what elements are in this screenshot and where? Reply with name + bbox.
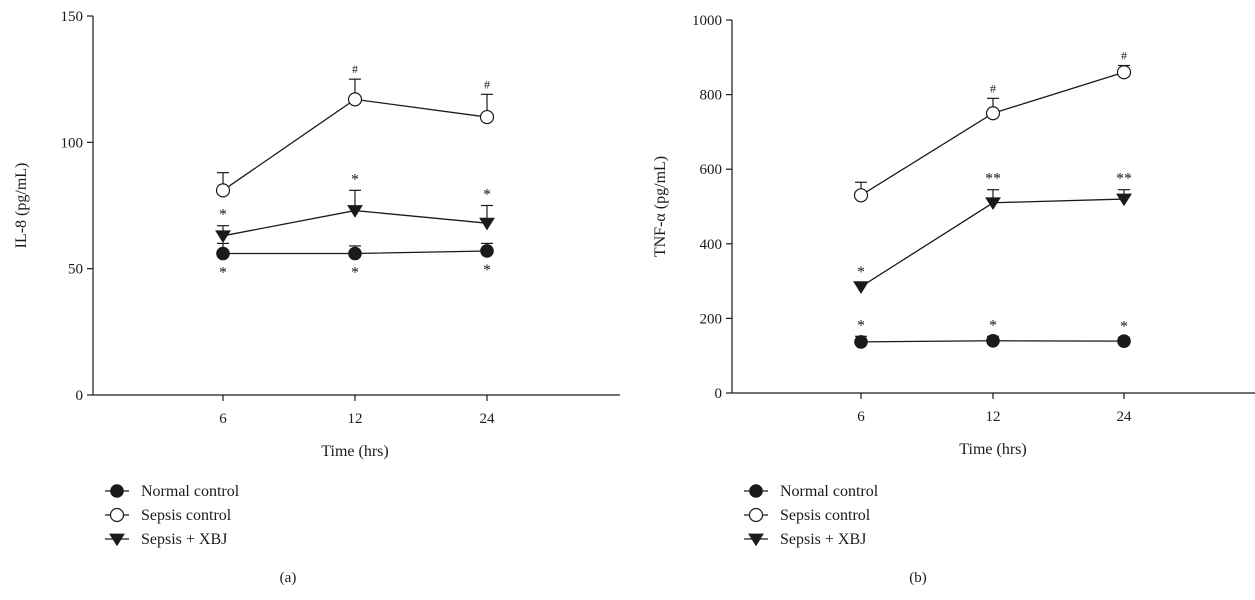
y-tick-label: 600 xyxy=(700,162,723,178)
legend-marker xyxy=(109,533,125,547)
legend-item: Sepsis + XBJ xyxy=(744,531,866,548)
legend-marker xyxy=(749,484,763,498)
legend-label: Normal control xyxy=(780,483,879,500)
legend-item: Sepsis + XBJ xyxy=(105,531,227,548)
significance-marker: ** xyxy=(985,171,1001,188)
series-line xyxy=(860,198,1125,288)
significance-marker: * xyxy=(857,317,865,334)
y-tick-label: 0 xyxy=(76,388,84,404)
panel-label: (b) xyxy=(909,570,927,586)
chart-panel-b: 0 200 400 600 800 1000 6 12 24 Time (hrs) TNF-α (p… xyxy=(652,13,1255,586)
data-point xyxy=(479,109,495,125)
significance-marker: # xyxy=(990,81,996,95)
series-sepsis-xbj: * * * xyxy=(215,171,495,244)
data-point xyxy=(986,333,1000,348)
legend-item: Sepsis control xyxy=(744,507,871,524)
legend-item: Normal control xyxy=(744,483,879,500)
significance-marker: * xyxy=(351,265,359,282)
series-normal-control: * * * xyxy=(216,242,494,282)
series-normal-control: * * * xyxy=(854,317,1131,349)
significance-marker: * xyxy=(857,264,865,281)
legend-label: Normal control xyxy=(141,483,240,500)
y-tick-label: 400 xyxy=(700,237,723,253)
y-tick-label: 800 xyxy=(700,88,723,104)
y-tick-label: 0 xyxy=(715,386,723,402)
legend-marker xyxy=(110,484,124,498)
significance-marker: * xyxy=(1120,318,1128,335)
significance-marker: # xyxy=(1121,49,1127,63)
data-point xyxy=(1116,65,1132,80)
x-tick-label: 24 xyxy=(1117,409,1133,425)
significance-marker: # xyxy=(352,62,358,76)
legend-item: Sepsis control xyxy=(105,507,232,524)
y-tick-label: 1000 xyxy=(692,13,722,29)
y-axis-label: TNF-α (pg/mL) xyxy=(652,156,669,257)
x-tick-label: 6 xyxy=(857,409,865,425)
data-point xyxy=(985,197,1001,211)
data-point xyxy=(479,217,495,231)
x-axis-label: Time (hrs) xyxy=(321,443,388,460)
significance-marker: * xyxy=(483,262,491,279)
series-sepsis-control: ## xyxy=(215,62,495,198)
y-tick-label: 100 xyxy=(61,135,84,151)
x-tick-label: 6 xyxy=(219,411,227,427)
legend-marker xyxy=(748,533,764,547)
legend-label: Sepsis control xyxy=(141,507,232,524)
data-point xyxy=(215,183,231,198)
panel-label: (a) xyxy=(280,570,297,586)
data-point xyxy=(347,92,363,107)
y-tick-label: 200 xyxy=(700,311,723,327)
y-axis-label: IL-8 (pg/mL) xyxy=(13,163,30,249)
significance-marker: * xyxy=(219,207,227,224)
legend: Normal control Sepsis control Sepsis + XBJ xyxy=(744,483,879,548)
data-point xyxy=(1116,193,1132,207)
significance-marker: * xyxy=(989,317,997,334)
data-point xyxy=(216,246,230,261)
legend-marker xyxy=(748,507,764,523)
significance-marker: * xyxy=(219,265,227,282)
significance-marker: * xyxy=(483,187,491,204)
data-point xyxy=(215,230,231,244)
legend-marker xyxy=(109,507,125,523)
x-tick-label: 24 xyxy=(480,411,496,427)
data-point xyxy=(1117,334,1131,348)
x-tick-label: 12 xyxy=(986,409,1001,425)
x-axis-label: Time (hrs) xyxy=(959,441,1026,458)
x-tick-label: 12 xyxy=(348,411,363,427)
legend: Normal control Sepsis control Sepsis + XBJ xyxy=(105,483,240,548)
legend-item: Normal control xyxy=(105,483,240,500)
significance-marker: ** xyxy=(1116,171,1132,188)
data-point xyxy=(480,244,494,258)
significance-marker: # xyxy=(484,77,490,91)
series-sepsis-control: ## xyxy=(853,49,1132,203)
data-point xyxy=(853,281,869,294)
data-point xyxy=(348,246,362,261)
legend-label: Sepsis + XBJ xyxy=(141,531,227,548)
y-tick-label: 50 xyxy=(68,262,83,278)
data-point xyxy=(854,335,868,349)
legend-label: Sepsis control xyxy=(780,507,871,524)
legend-label: Sepsis + XBJ xyxy=(780,531,866,548)
y-tick-label: 150 xyxy=(61,9,84,25)
series-sepsis-xbj: *** ** xyxy=(853,171,1132,294)
data-point xyxy=(985,106,1001,121)
data-point xyxy=(853,188,869,203)
data-point xyxy=(347,205,363,218)
significance-marker: * xyxy=(351,171,359,188)
